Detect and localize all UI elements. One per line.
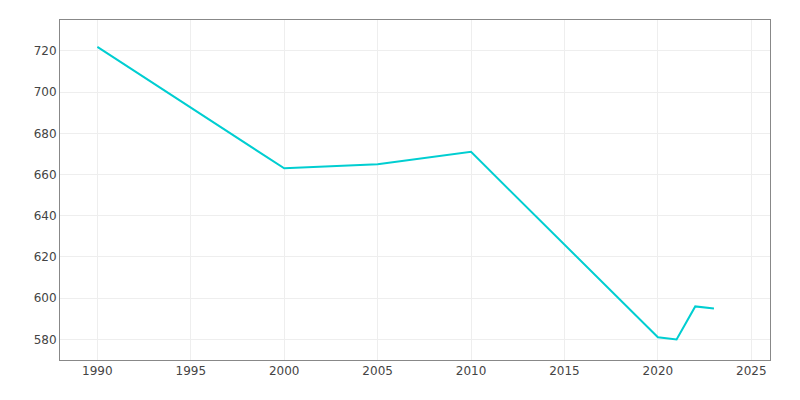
svg-text:680: 680 <box>34 127 57 141</box>
svg-text:2010: 2010 <box>456 364 487 378</box>
svg-text:620: 620 <box>34 250 57 264</box>
svg-text:640: 640 <box>34 209 57 223</box>
svg-text:600: 600 <box>34 291 57 305</box>
svg-text:660: 660 <box>34 168 57 182</box>
svg-text:580: 580 <box>34 333 57 347</box>
svg-text:2000: 2000 <box>269 364 300 378</box>
svg-text:2015: 2015 <box>549 364 580 378</box>
svg-text:1995: 1995 <box>176 364 207 378</box>
svg-text:2005: 2005 <box>362 364 393 378</box>
svg-text:700: 700 <box>34 85 57 99</box>
svg-text:2025: 2025 <box>736 364 767 378</box>
svg-text:2020: 2020 <box>643 364 674 378</box>
svg-text:720: 720 <box>34 44 57 58</box>
svg-text:1990: 1990 <box>82 364 113 378</box>
